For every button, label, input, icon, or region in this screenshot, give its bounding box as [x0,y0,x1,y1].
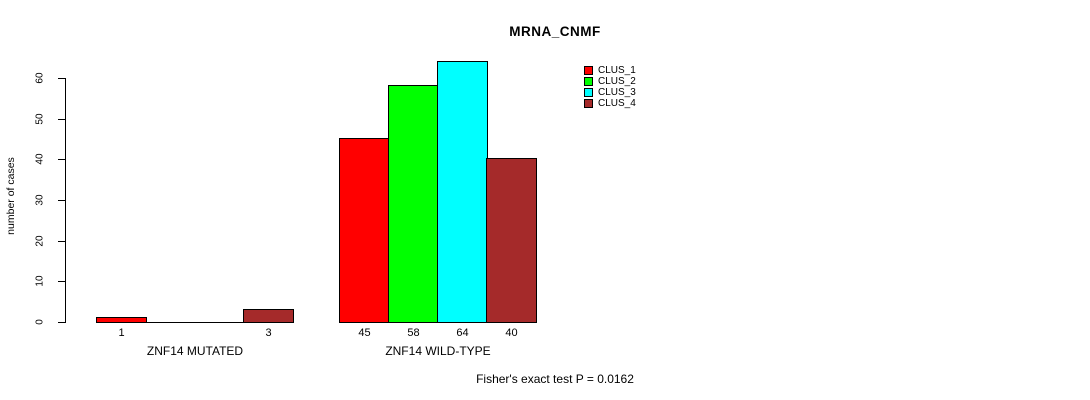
bar-clus_1 [96,317,147,323]
y-axis-label: number of cases [5,157,17,235]
annotation-text: Fisher's exact test P = 0.0162 [476,372,634,386]
chart-title: MRNA_CNMF [509,24,601,39]
bar-clus_2-zero [145,322,196,323]
bar-value-label: 45 [358,327,371,339]
legend-item-clus_2: CLUS_2 [584,76,636,87]
y-tick-label: 40 [34,153,46,165]
y-tick-label: 20 [34,235,46,247]
y-tick-label: 50 [34,113,46,125]
y-tick-mark [58,119,65,120]
y-tick-label: 0 [34,319,46,325]
bar-clus_3-zero [194,322,245,323]
bar-clus_1 [339,138,390,323]
legend-label: CLUS_4 [598,98,636,109]
y-tick-label: 10 [34,275,46,287]
y-tick-label: 30 [34,194,46,206]
legend-item-clus_1: CLUS_1 [584,65,636,76]
legend-swatch-icon [584,88,593,97]
legend-swatch-icon [584,99,593,108]
x-category-label: ZNF14 WILD-TYPE [385,344,491,358]
legend-label: CLUS_1 [598,65,636,76]
x-category-label: ZNF14 MUTATED [146,344,244,358]
legend-label: CLUS_3 [598,87,636,98]
y-tick-mark [58,281,65,282]
y-tick-mark [58,78,65,79]
legend-item-clus_3: CLUS_3 [584,87,636,98]
y-tick-mark [58,322,65,323]
legend-swatch-icon [584,66,593,75]
bar-clus_3 [437,61,488,323]
bar-value-label: 3 [265,327,272,339]
bar-value-label: 64 [456,327,469,339]
y-tick-mark [58,200,65,201]
y-tick-mark [58,159,65,160]
bar-value-label: 40 [505,327,518,339]
legend-swatch-icon [584,77,593,86]
bar-value-label: 58 [407,327,420,339]
legend-label: CLUS_2 [598,76,636,87]
y-tick-mark [58,241,65,242]
legend-item-clus_4: CLUS_4 [584,98,636,109]
legend: CLUS_1 CLUS_2 CLUS_3 CLUS_4 [584,65,636,109]
y-axis-line [65,78,66,323]
bar-clus_4 [243,309,294,323]
y-tick-label: 60 [34,72,46,84]
bar-clus_2 [388,85,439,323]
bar-value-label: 1 [118,327,125,339]
bar-clus_4 [486,158,537,323]
